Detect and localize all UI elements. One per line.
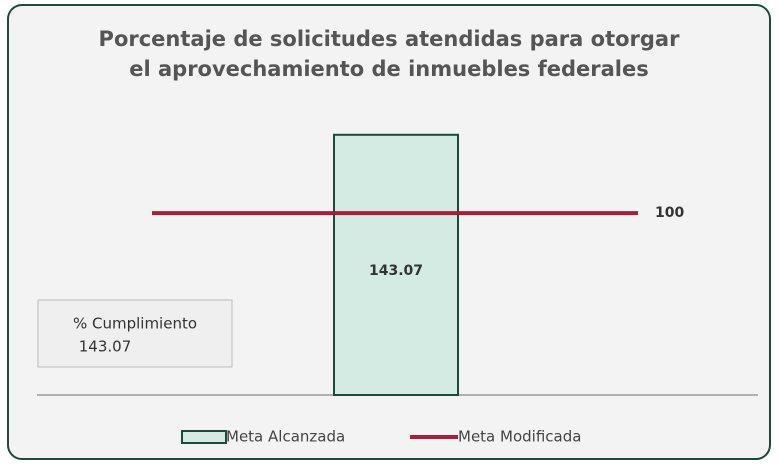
chart-title: Porcentaje de solicitudes atendidas para… xyxy=(99,27,681,51)
annotation-label: % Cumplimiento xyxy=(73,315,197,333)
annotation-box xyxy=(37,299,233,368)
data-label: 143.07 xyxy=(369,263,423,279)
annotation-value: 143.07 xyxy=(79,338,132,356)
legend-label: Meta Alcanzada xyxy=(226,428,345,446)
legend-label: Meta Modificada xyxy=(458,428,581,446)
bar xyxy=(333,133,459,396)
legend-swatch xyxy=(181,430,227,444)
chart-title: el aprovechamiento de inmuebles federale… xyxy=(129,57,649,81)
data-label: 100 xyxy=(655,205,684,221)
